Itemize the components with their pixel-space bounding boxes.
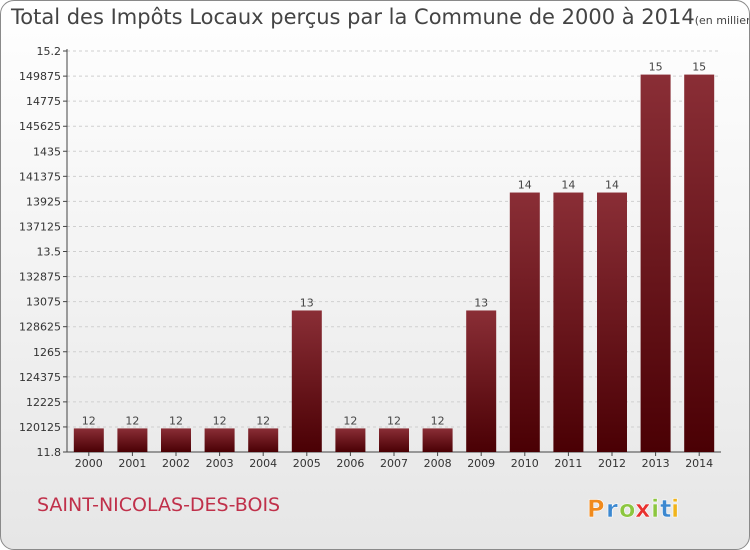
y-tick-label: 128625 <box>19 321 61 334</box>
y-tick-label: 15.2 <box>37 45 62 58</box>
logo-letter: r <box>606 495 618 523</box>
y-tick-label: 137125 <box>19 220 61 233</box>
y-tick-label: 149875 <box>19 70 61 83</box>
x-tick-label-2012: 2012 <box>598 457 626 470</box>
y-tick-label: 120125 <box>19 421 61 434</box>
bar-2009 <box>466 310 497 452</box>
y-tick-label: 12225 <box>26 396 61 409</box>
y-tick-label: 145625 <box>19 120 61 133</box>
logo-letter: o <box>619 495 636 523</box>
data-label-2002: 12 <box>169 414 183 427</box>
bar-2002 <box>161 428 191 452</box>
y-tick-label: 132875 <box>19 271 61 284</box>
bar-2012 <box>597 192 627 452</box>
x-tick-label-2014: 2014 <box>685 457 713 470</box>
x-tick-label-2002: 2002 <box>162 457 190 470</box>
bar-2010 <box>509 192 540 452</box>
data-label-2012: 14 <box>605 179 619 192</box>
x-tick-label-2009: 2009 <box>467 457 495 470</box>
bar-2014 <box>684 74 715 453</box>
data-label-2009: 13 <box>474 296 488 309</box>
data-label-2007: 12 <box>387 414 401 427</box>
y-tick-label: 1435 <box>33 145 61 158</box>
x-tick-label-2001: 2001 <box>118 457 146 470</box>
logo-letter: P <box>587 495 605 523</box>
y-tick-label: 13925 <box>26 195 61 208</box>
data-label-2004: 12 <box>256 414 270 427</box>
logo-letter: i <box>651 495 659 523</box>
x-tick-label-2007: 2007 <box>380 457 408 470</box>
x-tick-label-2005: 2005 <box>293 457 321 470</box>
bar-2005 <box>291 310 322 452</box>
chart-title: Total des Impôts Locaux perçus par la Co… <box>11 5 695 29</box>
bar-2001 <box>117 428 148 452</box>
y-tick-label: 141375 <box>19 170 61 183</box>
logo-letter: x <box>635 495 651 523</box>
bar-2003 <box>204 428 235 452</box>
y-tick-label: 13.5 <box>37 246 62 259</box>
data-label-2013: 15 <box>649 61 663 74</box>
data-label-2000: 12 <box>82 414 96 427</box>
y-tick-label: 1265 <box>33 346 61 359</box>
x-tick-label-2011: 2011 <box>554 457 582 470</box>
y-tick-label: 11.8 <box>37 446 62 459</box>
bar-2011 <box>553 192 584 452</box>
data-label-2001: 12 <box>125 414 139 427</box>
data-label-2011: 14 <box>561 179 575 192</box>
data-label-2003: 12 <box>213 414 227 427</box>
data-label-2010: 14 <box>518 179 532 192</box>
bars <box>73 74 715 453</box>
x-tick-label-2003: 2003 <box>206 457 234 470</box>
bar-2004 <box>248 428 279 452</box>
x-tick-label-2013: 2013 <box>642 457 670 470</box>
x-tick-labels: 2000 2001 2002 2003 2004 2005 2006 2007 2008 2009… <box>75 457 713 470</box>
chart-title-block: Total des Impôts Locaux perçus par la Co… <box>11 5 749 37</box>
y-tick-label: 124375 <box>19 371 61 384</box>
y-tick-labels: 11.8 120125 12225 124375 1265 128625 13075 1328… <box>19 45 61 459</box>
bar-2007 <box>379 428 409 452</box>
data-label-2008: 12 <box>431 414 445 427</box>
bar-2013 <box>640 74 671 453</box>
data-label-2005: 13 <box>300 296 314 309</box>
data-labels: 12 12 12 12 12 13 12 12 12 13 14 14 14 15 15 <box>82 61 706 428</box>
bar-2008 <box>422 428 453 452</box>
logo-letter: t <box>660 495 671 523</box>
y-tick-label: 13075 <box>26 296 61 309</box>
x-tick-label-2010: 2010 <box>511 457 539 470</box>
data-label-2014: 15 <box>692 61 706 74</box>
logo-letter: i <box>671 495 679 523</box>
commune-name: SAINT-NICOLAS-DES-BOIS <box>37 494 281 516</box>
bar-2006 <box>335 428 366 452</box>
x-tick-label-2004: 2004 <box>249 457 277 470</box>
x-tick-label-2000: 2000 <box>75 457 103 470</box>
bar-2000 <box>73 428 104 452</box>
x-tick-label-2008: 2008 <box>424 457 452 470</box>
data-label-2006: 12 <box>343 414 357 427</box>
chart-subtitle: (en milliers d'€) <box>694 14 749 27</box>
y-tick-label: 14775 <box>26 95 61 108</box>
x-tick-label-2006: 2006 <box>336 457 364 470</box>
